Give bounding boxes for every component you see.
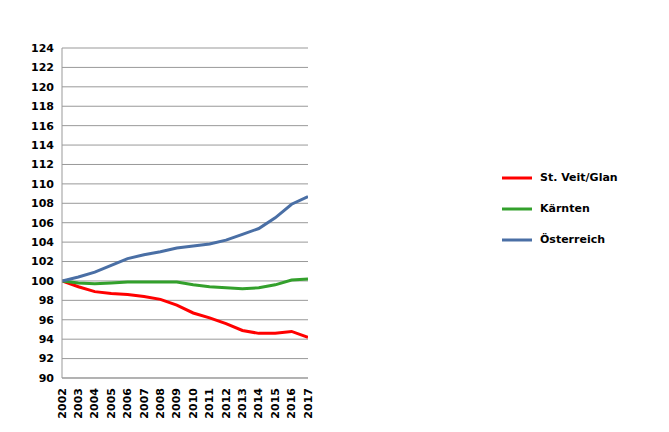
svg-text:2008: 2008 bbox=[154, 388, 167, 419]
html-text:Kärnten: Kärnten bbox=[540, 202, 590, 215]
svg-text:2004: 2004 bbox=[88, 388, 101, 419]
svg-text:2007: 2007 bbox=[138, 388, 151, 419]
svg-text:124: 124 bbox=[31, 42, 54, 55]
svg-text:118: 118 bbox=[31, 100, 54, 113]
svg-text:94: 94 bbox=[39, 333, 55, 346]
svg-text:2002: 2002 bbox=[56, 388, 69, 419]
html-text:St. Veit/Glan: St. Veit/Glan bbox=[540, 171, 618, 184]
svg-text:2013: 2013 bbox=[236, 388, 249, 419]
svg-text:104: 104 bbox=[31, 236, 54, 249]
html-text:Österreich: Österreich bbox=[540, 233, 606, 246]
svg-text:2012: 2012 bbox=[220, 388, 233, 419]
svg-text:98: 98 bbox=[39, 294, 54, 307]
svg-text:2017: 2017 bbox=[302, 388, 315, 419]
svg-text:96: 96 bbox=[39, 314, 55, 327]
svg-text:100: 100 bbox=[31, 275, 54, 288]
svg-text:90: 90 bbox=[39, 372, 55, 385]
svg-text:106: 106 bbox=[31, 217, 54, 230]
svg-text:2015: 2015 bbox=[269, 388, 282, 419]
svg-text:108: 108 bbox=[31, 197, 54, 210]
svg-text:112: 112 bbox=[31, 158, 54, 171]
svg-text:2005: 2005 bbox=[105, 388, 118, 419]
svg-text:2016: 2016 bbox=[285, 388, 298, 419]
svg-text:102: 102 bbox=[31, 255, 54, 268]
svg-text:2006: 2006 bbox=[121, 388, 134, 419]
svg-text:2003: 2003 bbox=[72, 388, 85, 419]
svg-text:92: 92 bbox=[39, 352, 54, 365]
svg-text:114: 114 bbox=[31, 139, 54, 152]
svg-text:116: 116 bbox=[31, 120, 54, 133]
svg-text:122: 122 bbox=[31, 61, 54, 74]
svg-text:120: 120 bbox=[31, 81, 54, 94]
svg-text:2014: 2014 bbox=[252, 388, 265, 419]
svg-text:2010: 2010 bbox=[187, 388, 200, 419]
svg-text:110: 110 bbox=[31, 178, 54, 191]
svg-text:2009: 2009 bbox=[170, 388, 183, 419]
svg-text:2011: 2011 bbox=[203, 388, 216, 419]
